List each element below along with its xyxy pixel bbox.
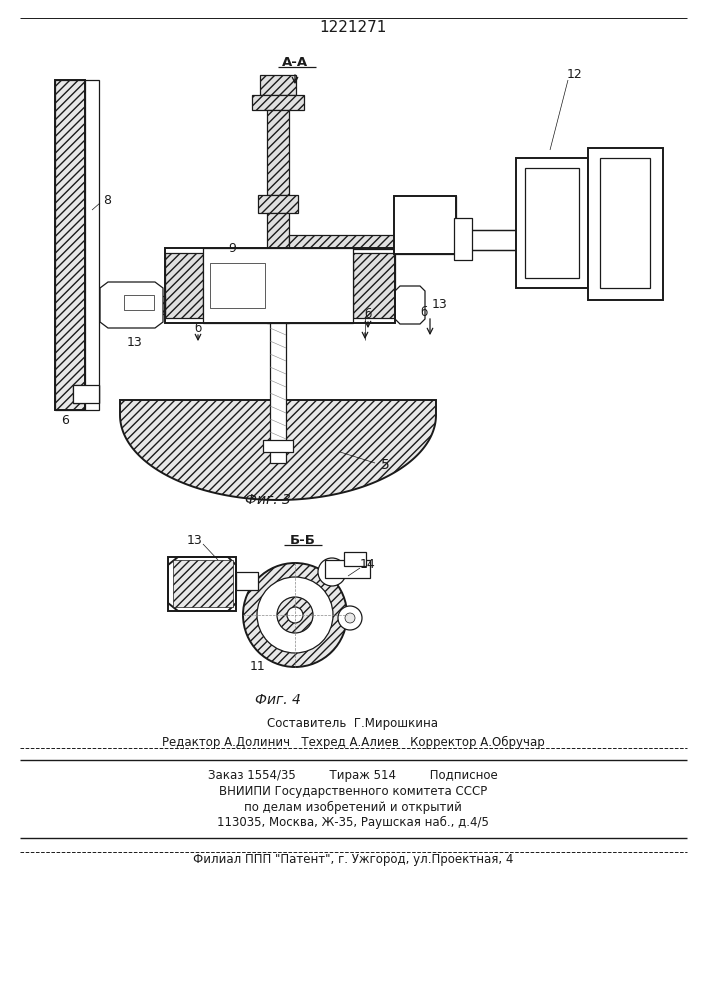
Bar [353, 253, 395, 318]
Circle shape [277, 597, 313, 633]
Text: 113035, Москва, Ж-35, Раушская наб., д.4/5: 113035, Москва, Ж-35, Раушская наб., д.4… [217, 815, 489, 829]
Bar [236, 572, 258, 590]
Circle shape [318, 558, 346, 586]
Text: 13: 13 [127, 336, 143, 349]
Circle shape [326, 566, 338, 578]
Text: б: б [194, 322, 201, 334]
Bar [394, 196, 456, 254]
Circle shape [257, 577, 333, 653]
Bar [175, 575, 235, 591]
Bar [203, 248, 353, 323]
Polygon shape [100, 282, 163, 328]
Polygon shape [120, 400, 436, 500]
Bar [525, 168, 579, 278]
Bar [267, 213, 289, 253]
Text: б: б [421, 306, 428, 320]
Text: 1221271: 1221271 [320, 20, 387, 35]
Bar [600, 158, 650, 288]
Text: 13: 13 [187, 534, 203, 546]
Text: 14: 14 [360, 558, 376, 572]
Bar [210, 263, 265, 308]
Text: 8: 8 [103, 194, 111, 207]
Text: Б-Б: Б-Б [290, 534, 316, 546]
Polygon shape [168, 557, 236, 611]
Text: б: б [364, 308, 372, 322]
Bar [165, 248, 395, 323]
Text: Фиг. 3: Фиг. 3 [245, 493, 291, 507]
Text: 6: 6 [61, 414, 69, 426]
Bar [258, 195, 298, 213]
Text: Филиал ППП "Патент", г. Ужгород, ул.Проектная, 4: Филиал ППП "Патент", г. Ужгород, ул.Прое… [193, 854, 513, 866]
Bar [100, 296, 165, 314]
Polygon shape [268, 447, 288, 473]
Bar [325, 560, 370, 578]
Circle shape [243, 563, 347, 667]
Bar [263, 440, 293, 452]
Bar [454, 218, 472, 260]
Bar [260, 75, 296, 95]
Bar [454, 218, 472, 260]
Bar [73, 385, 99, 403]
Bar [168, 557, 236, 611]
Bar [456, 230, 516, 250]
Text: 13: 13 [432, 298, 448, 312]
Bar [252, 95, 304, 110]
Bar [85, 80, 99, 410]
Bar [124, 295, 154, 310]
Bar [263, 440, 293, 452]
Circle shape [345, 613, 355, 623]
Text: ВНИИПИ Государственного комитета СССР: ВНИИПИ Государственного комитета СССР [219, 786, 487, 798]
Bar [73, 385, 99, 403]
Text: 12: 12 [567, 68, 583, 82]
Bar [165, 253, 203, 318]
Bar [394, 196, 456, 254]
Bar [236, 572, 258, 590]
Bar [516, 158, 588, 288]
Text: Фиг. 4: Фиг. 4 [255, 693, 301, 707]
Text: 5: 5 [380, 458, 390, 472]
Circle shape [338, 606, 362, 630]
Text: 9: 9 [228, 241, 236, 254]
Text: по делам изобретений и открытий: по делам изобретений и открытий [244, 800, 462, 814]
Text: Составитель  Г.Мирошкина: Составитель Г.Мирошкина [267, 716, 438, 730]
Bar [289, 235, 394, 249]
Bar [588, 148, 663, 300]
Text: А-А: А-А [282, 55, 308, 68]
Circle shape [287, 607, 303, 623]
Text: Заказ 1554/35         Тираж 514         Подписное: Заказ 1554/35 Тираж 514 Подписное [208, 770, 498, 782]
Bar [267, 110, 289, 195]
Bar [215, 268, 260, 303]
Bar [270, 323, 286, 463]
Bar [55, 80, 85, 410]
Bar [267, 248, 289, 323]
Text: Редактор А.Долинич   Техред А.Алиев   Корректор А.Обручар: Редактор А.Долинич Техред А.Алиев Коррек… [162, 735, 544, 749]
Bar [173, 560, 233, 607]
Polygon shape [395, 286, 425, 324]
Text: 11: 11 [250, 660, 266, 674]
Bar [344, 552, 366, 566]
Bar [55, 80, 85, 410]
Bar [395, 298, 413, 312]
